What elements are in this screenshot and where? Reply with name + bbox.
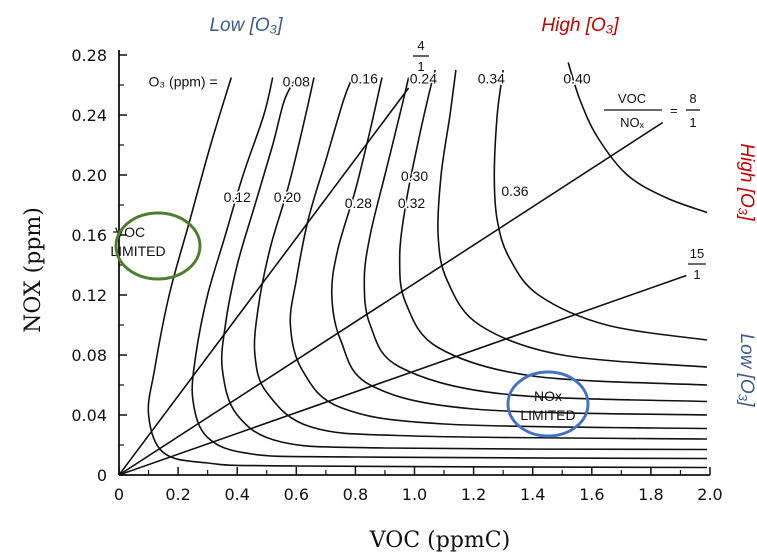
y-ticks: 0 0.04 0.08 0.12 0.16 0.20 0.24 0.28 (71, 46, 127, 485)
isopleth-label-0-20: 0.20 (274, 189, 301, 205)
isopleth-0-16 (220, 77, 708, 451)
low-ozone-top-label: Low [O₃] (209, 15, 283, 36)
x-tick-label: 0.4 (224, 485, 249, 504)
axes (118, 50, 710, 476)
isopleth-label-0-08: 0.08 (283, 74, 310, 90)
isopleth-label-0-24: 0.24 (410, 71, 437, 87)
y-tick-label: 0.24 (71, 106, 107, 125)
isopleth-0-12 (191, 77, 708, 460)
isopleth-label-0-16: 0.16 (351, 71, 378, 87)
nox-limited-line-1: NOx (534, 388, 562, 404)
y-tick-label: 0.20 (71, 166, 107, 185)
ratio-lines (118, 87, 687, 476)
y-tick-label: 0 (97, 466, 107, 485)
isopleth-0-32 (398, 69, 708, 386)
isopleth-labels: 0.08 0.12 0.16 0.20 0.24 0.28 0.30 0.32 0.34 0.36… (149, 69, 593, 213)
x-tick-label: 0.6 (284, 485, 309, 504)
ratio-4-denominator: 1 (417, 59, 424, 74)
x-tick-label: 1.0 (402, 485, 427, 504)
x-tick-label: 0 (114, 485, 124, 504)
y-tick-label: 0.12 (71, 286, 107, 305)
y-tick-label: 0.08 (71, 346, 107, 365)
ratio-4-numerator: 4 (417, 38, 424, 53)
isopleth-label-0-32: 0.32 (398, 195, 425, 211)
y-tick-label: 0.04 (71, 406, 107, 425)
ratio-formula-denominator: NOₓ (620, 115, 645, 130)
isopleth-0-40 (567, 62, 708, 214)
voc-limited-line-2: LIMITED (110, 243, 165, 259)
x-tick-label: 1.4 (520, 485, 545, 504)
x-ticks: 0 0.2 0.4 0.6 0.8 1.0 1.2 1.4 1.6 1.8 2.0 (114, 467, 723, 504)
x-axis-title: VOC (ppmC) (369, 528, 510, 553)
ratio-formula-equals: = (670, 103, 678, 118)
isopleth-0-24 (289, 77, 708, 430)
isopleth-0-20 (253, 77, 708, 440)
voc-limited-circle (114, 211, 202, 281)
nox-limited-line-2: LIMITED (520, 407, 575, 423)
high-ozone-top-label: High [O₃] (541, 15, 619, 36)
isopleth-label-0-40: 0.40 (563, 71, 590, 87)
isopleth-label-0-36: 0.36 (501, 183, 528, 199)
y-tick-label: 0.28 (71, 46, 107, 65)
x-tick-label: 0.8 (343, 485, 368, 504)
y-tick-label: 0.16 (71, 226, 107, 245)
ratio-line-4 (118, 87, 410, 476)
ozone-isopleth-prefix: O₃ (ppm) = (149, 74, 218, 90)
isopleth-0-36 (493, 69, 708, 341)
isopleth-0-30 (363, 77, 708, 403)
high-ozone-side-label: High [O₃] (736, 143, 757, 221)
ratio-8-numerator: 8 (689, 91, 696, 106)
ratio-line-15 (118, 274, 687, 476)
x-tick-label: 1.6 (579, 485, 604, 504)
nox-limited-circle (506, 370, 590, 438)
isopleth-label-0-34: 0.34 (478, 71, 505, 87)
ratio-formula-numerator: VOC (618, 91, 646, 106)
y-axis-title: NOX (ppm) (21, 207, 46, 333)
isopleth-label-0-28: 0.28 (345, 195, 372, 211)
x-tick-label: 1.8 (638, 485, 663, 504)
x-tick-label: 1.2 (461, 485, 486, 504)
isopleth-0-28 (330, 77, 708, 416)
isopleth-0-08 (147, 77, 708, 469)
low-ozone-side-label: Low [O₃] (736, 333, 757, 407)
ratio-15-denominator: 1 (693, 267, 700, 282)
isopleth-label-0-12: 0.12 (224, 189, 251, 205)
isopleth-label-0-30: 0.30 (401, 168, 428, 184)
ratio-8-denominator: 1 (689, 115, 696, 130)
x-tick-label: 0.2 (165, 485, 190, 504)
isopleth-curves (147, 62, 708, 469)
ratio-line-8 (118, 121, 664, 476)
isopleth-0-34 (437, 69, 708, 368)
ratio-15-numerator: 15 (690, 246, 704, 261)
x-tick-label: 2.0 (697, 485, 722, 504)
